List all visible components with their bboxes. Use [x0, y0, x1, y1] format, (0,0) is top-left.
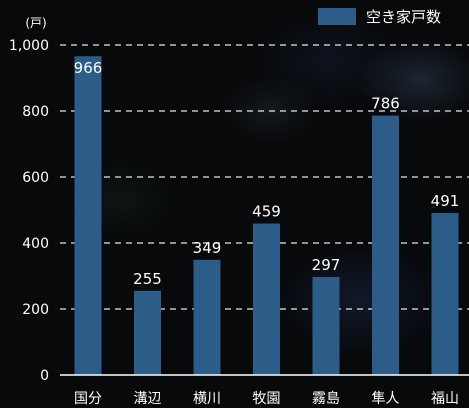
bar — [372, 115, 399, 376]
data-label: 966 — [74, 59, 103, 77]
x-tick-label: 溝辺 — [134, 391, 162, 407]
bar — [193, 259, 221, 375]
gridlines — [60, 44, 469, 310]
y-tick-label: 400 — [22, 236, 49, 252]
data-label: 255 — [133, 270, 162, 288]
y-tick-label: 0 — [40, 368, 49, 384]
bar — [134, 290, 161, 375]
y-axis-unit-label: (戸) — [25, 16, 46, 30]
axes: 0 200 400 600 800 1,000 国分 溝辺 横川 牧園 霧島 隼人 福山 — [9, 38, 469, 407]
data-label: 786 — [371, 95, 400, 113]
x-tick-label: 隼人 — [372, 391, 400, 407]
x-tick-label: 霧島 — [312, 391, 340, 407]
x-tick-label: 牧園 — [253, 391, 281, 407]
data-label: 297 — [312, 256, 341, 274]
y-tick-label: 800 — [22, 104, 49, 120]
bars: 966 255 349 459 297 786 491 — [74, 56, 460, 376]
legend-label: 空き家戸数 — [366, 8, 441, 26]
y-tick-label: 600 — [22, 170, 49, 186]
data-label: 491 — [431, 192, 460, 210]
x-tick-label: 福山 — [431, 391, 459, 407]
data-label: 349 — [193, 239, 222, 257]
bar — [312, 276, 340, 375]
y-tick-label: 200 — [22, 302, 49, 318]
bar — [253, 223, 280, 375]
legend-swatch — [318, 8, 356, 25]
legend: 空き家戸数 — [318, 8, 441, 26]
bar — [74, 56, 102, 375]
data-label: 459 — [252, 203, 281, 221]
x-tick-label: 国分 — [74, 391, 102, 407]
x-tick-label: 横川 — [193, 391, 221, 407]
bar — [431, 212, 459, 375]
y-tick-label: 1,000 — [9, 38, 49, 54]
